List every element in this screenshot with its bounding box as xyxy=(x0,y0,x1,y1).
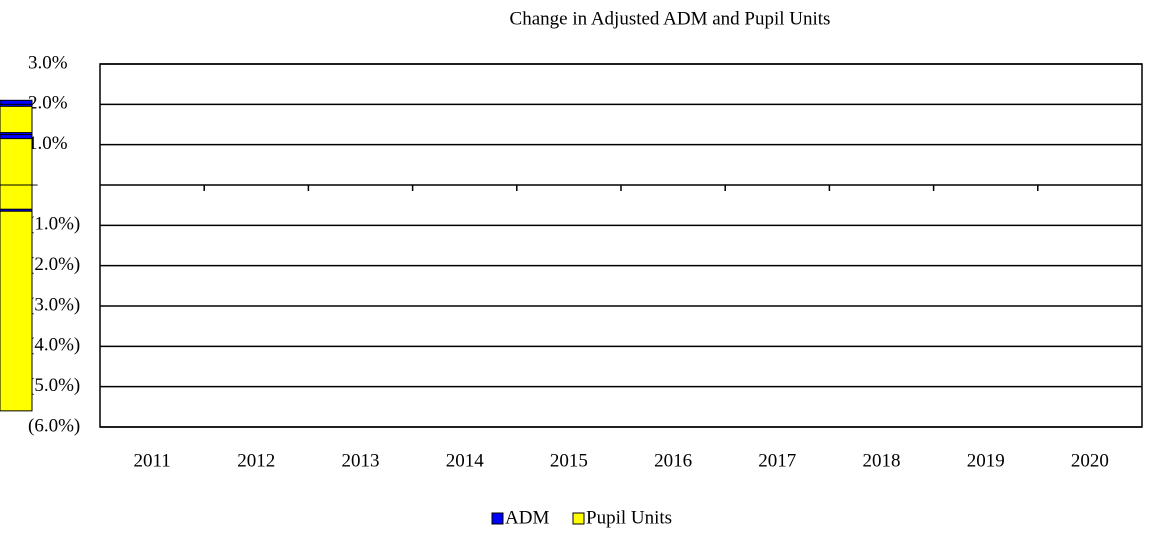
bar xyxy=(0,184,33,412)
plot-border xyxy=(99,63,1143,428)
x-tick-label: 2016 xyxy=(654,450,692,471)
y-tick-label: (1.0%) xyxy=(28,214,80,235)
y-tick-label: (4.0%) xyxy=(28,335,80,356)
x-tick-label: 2017 xyxy=(758,450,796,471)
y-tick-label: (3.0%) xyxy=(28,294,80,315)
legend-swatch xyxy=(572,512,585,525)
y-tick-label: (5.0%) xyxy=(28,375,80,396)
legend-swatch xyxy=(491,512,504,525)
x-tick-label: 2018 xyxy=(863,450,901,471)
x-tick-label: 2014 xyxy=(446,450,485,471)
y-tick-label: 1.0% xyxy=(28,133,68,154)
bar xyxy=(0,184,33,210)
x-tick-label: 2019 xyxy=(967,450,1005,471)
x-tick-label: 2012 xyxy=(237,450,275,471)
x-tick-label: 2013 xyxy=(342,450,380,471)
legend-label: Pupil Units xyxy=(586,507,672,528)
y-tick-label: 2.0% xyxy=(28,93,68,114)
x-tick-label: 2015 xyxy=(550,450,588,471)
y-tick-label: 3.0% xyxy=(28,52,68,73)
bar xyxy=(0,138,33,186)
x-tick-label: 2011 xyxy=(133,450,170,471)
legend-label: ADM xyxy=(505,507,549,528)
chart-title: Change in Adjusted ADM and Pupil Units xyxy=(510,8,831,29)
y-tick-label: (6.0%) xyxy=(28,415,80,436)
x-tick-label: 2020 xyxy=(1071,450,1109,471)
y-tick-label: (2.0%) xyxy=(28,254,80,275)
